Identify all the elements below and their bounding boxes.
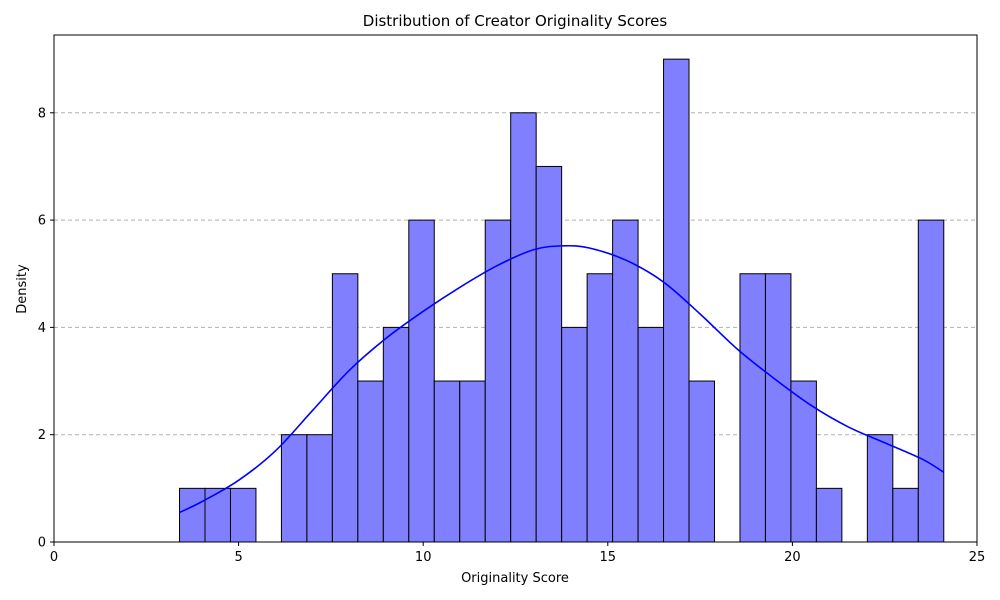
histogram-bar xyxy=(790,380,817,543)
chart-title: Distribution of Creator Originality Scor… xyxy=(363,12,668,30)
histogram-bar xyxy=(612,219,639,543)
histogram-bar xyxy=(280,434,308,543)
x-tick-label: 10 xyxy=(415,550,432,565)
histogram-bar xyxy=(382,326,410,543)
y-tick-label: 6 xyxy=(38,214,46,229)
y-tick-label: 8 xyxy=(38,106,46,121)
histogram-bar xyxy=(357,380,384,543)
histogram-bar xyxy=(306,434,333,543)
histogram-bar xyxy=(892,487,919,543)
x-tick-label: 5 xyxy=(234,550,242,565)
y-tick-label: 4 xyxy=(38,321,46,336)
x-tick-label: 20 xyxy=(784,550,801,565)
histogram-bar xyxy=(561,326,588,543)
histogram-bar xyxy=(688,380,715,543)
y-tick-label: 2 xyxy=(38,428,46,443)
histogram-bar xyxy=(433,380,461,543)
histogram-bar xyxy=(866,434,894,543)
x-axis-label: Originality Score xyxy=(461,571,569,586)
histogram-bar xyxy=(331,273,359,543)
x-axis-ticks: 0 5 10 15 20 25 xyxy=(50,542,985,565)
histogram-bar xyxy=(459,380,486,543)
histogram-bar xyxy=(484,219,512,543)
kde-curve xyxy=(179,244,945,514)
kde-curve-layer xyxy=(179,244,945,514)
histogram-bar xyxy=(917,219,945,543)
histogram-bar xyxy=(815,487,843,543)
histogram-bar xyxy=(764,273,792,543)
x-tick-label: 15 xyxy=(600,550,617,565)
histogram-bar xyxy=(510,112,537,543)
histogram-bar xyxy=(408,219,435,543)
histogram-bar xyxy=(739,273,766,543)
x-tick-label: 25 xyxy=(969,550,986,565)
y-axis-ticks: 0 2 4 6 8 xyxy=(38,106,54,551)
y-tick-label: 0 xyxy=(38,536,46,551)
histogram-bars xyxy=(179,58,945,543)
plot-frame xyxy=(53,34,978,543)
histogram-bar xyxy=(535,165,563,543)
histogram-bar xyxy=(204,487,231,543)
histogram-bar xyxy=(179,487,206,543)
x-tick-label: 0 xyxy=(50,550,58,565)
y-axis-label: Density xyxy=(15,264,30,314)
histogram-bar xyxy=(637,326,665,543)
histogram-bar xyxy=(229,487,257,543)
histogram-bar xyxy=(586,273,614,543)
